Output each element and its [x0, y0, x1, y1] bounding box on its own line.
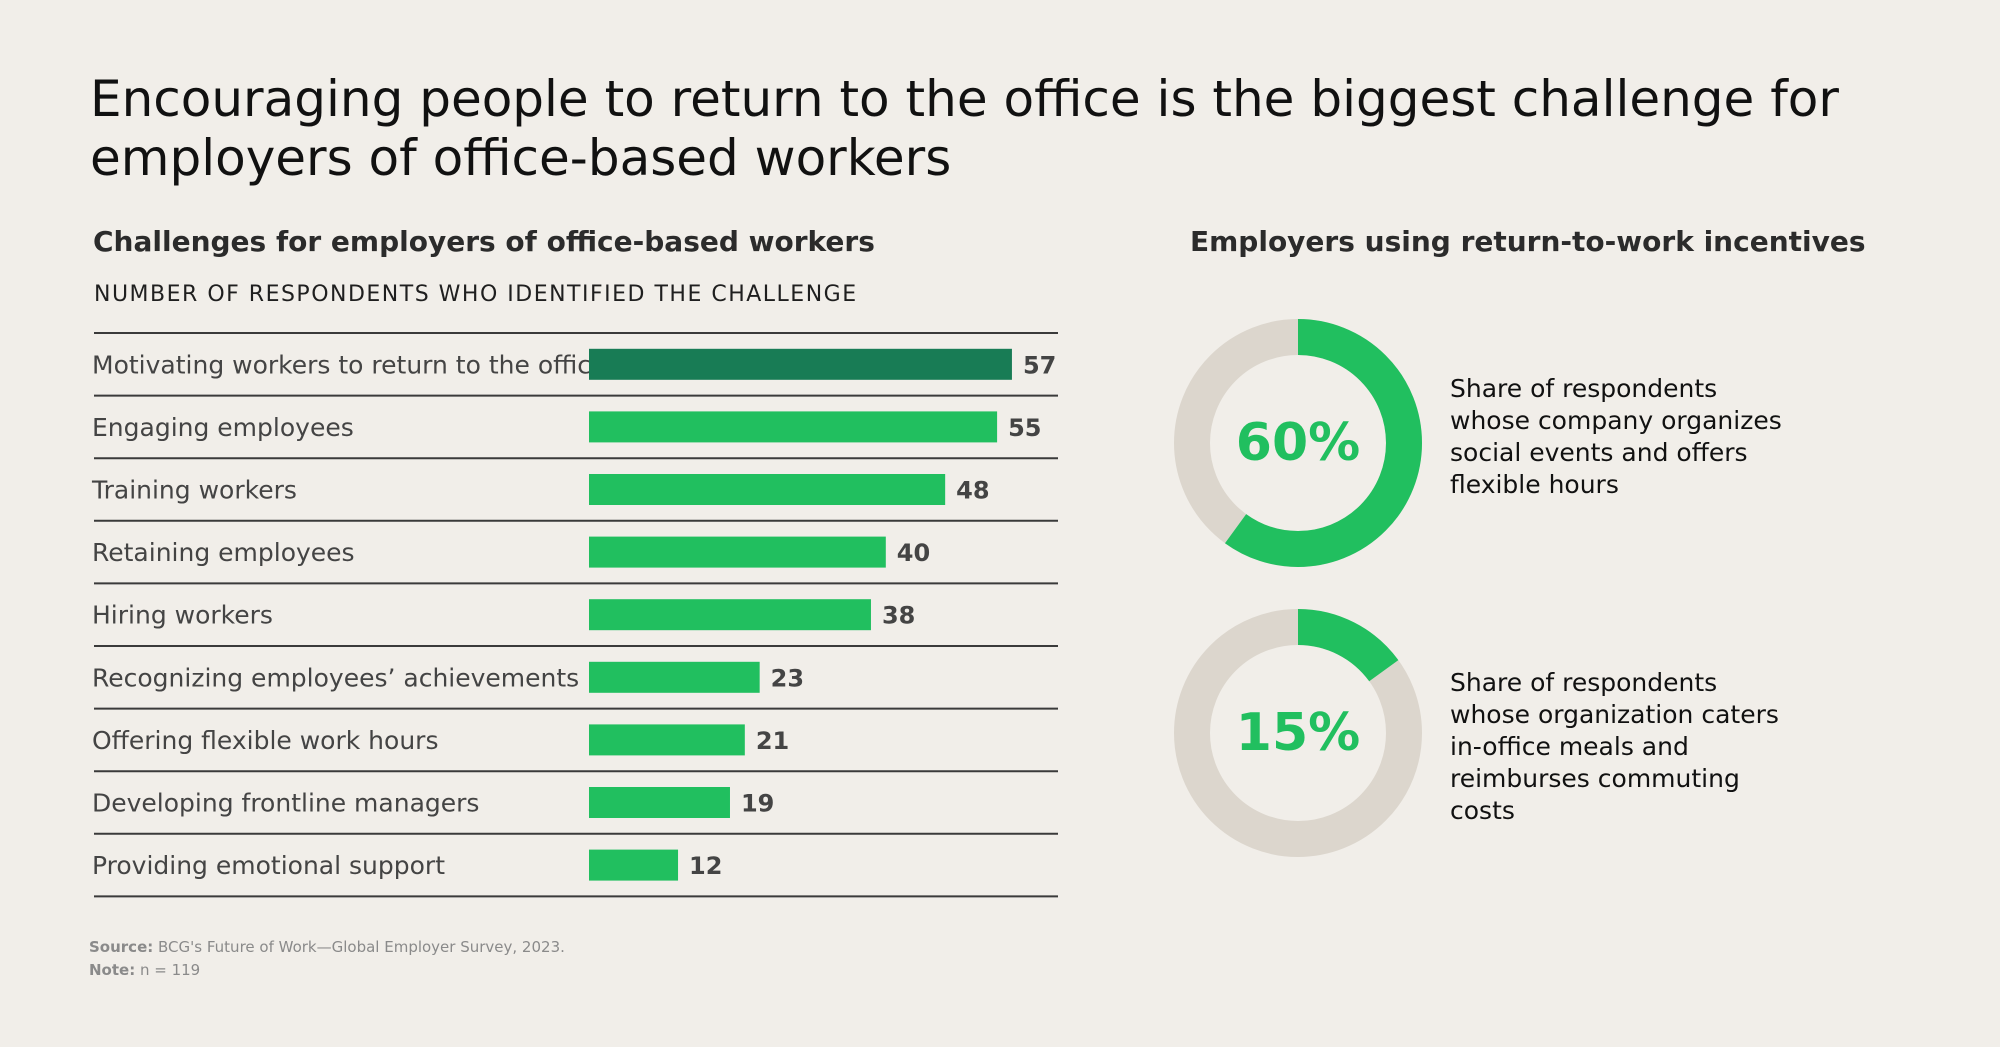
category-label: Providing emotional support — [92, 851, 445, 880]
source-label: Source: — [89, 938, 154, 956]
value-label: 40 — [897, 539, 930, 567]
bar — [589, 411, 998, 443]
bar — [589, 599, 871, 631]
donut-description-meals-commuting: Share of respondents whose organization … — [1450, 668, 1779, 825]
bar — [589, 849, 679, 881]
bar — [589, 724, 745, 756]
donut-chart-social-events: 60% — [1170, 315, 1426, 571]
donut-chart-meals-commuting: 15% — [1170, 605, 1426, 861]
note-label: Note: — [89, 961, 136, 979]
source-note: Source: BCG's Future of Work—Global Empl… — [89, 938, 565, 956]
bar — [589, 787, 730, 818]
donut-percentage-label: 60% — [1235, 413, 1361, 473]
category-label: Retaining employees — [92, 538, 355, 567]
bar-chart-subtitle: Challenges for employers of office-based… — [93, 225, 875, 258]
bar — [589, 474, 946, 505]
category-label: Hiring workers — [92, 601, 273, 630]
sample-note: Note: n = 119 — [89, 961, 200, 979]
bar — [589, 661, 760, 693]
donut-ring — [1174, 609, 1422, 857]
value-label: 57 — [1023, 351, 1056, 379]
bar-chart: Motivating workers to return to the offi… — [91, 332, 1058, 898]
donut-ring — [1174, 319, 1422, 567]
value-label: 38 — [882, 602, 915, 630]
donut-value-arc — [1174, 319, 1422, 567]
source-text: BCG's Future of Work—Global Employer Sur… — [158, 938, 565, 956]
value-label: 21 — [756, 727, 789, 755]
category-label: Developing frontline managers — [92, 789, 479, 818]
bar — [589, 348, 1012, 380]
donut-value-arc — [1174, 609, 1422, 857]
category-label: Offering flexible work hours — [92, 726, 438, 755]
value-label: 23 — [771, 664, 804, 692]
category-label: Motivating workers to return to the offi… — [92, 350, 606, 379]
category-label: Training workers — [91, 476, 297, 505]
category-label: Engaging employees — [92, 413, 354, 442]
bar — [589, 536, 886, 568]
bar-chart-caption: NUMBER OF RESPONDENTS WHO IDENTIFIED THE… — [94, 282, 858, 307]
donut-percentage-label: 15% — [1235, 703, 1361, 763]
chart-title: Encouraging people to return to the offi… — [90, 70, 1839, 187]
note-text: n = 119 — [139, 961, 201, 979]
value-label: 55 — [1008, 414, 1041, 442]
category-label: Recognizing employees’ achievements — [92, 663, 579, 692]
value-label: 48 — [956, 477, 989, 505]
donut-description-social-events: Share of respondents whose company organ… — [1450, 374, 1782, 499]
donut-section-subtitle: Employers using return-to-work incentive… — [1190, 225, 1866, 258]
value-label: 19 — [741, 790, 774, 818]
value-label: 12 — [689, 852, 722, 880]
